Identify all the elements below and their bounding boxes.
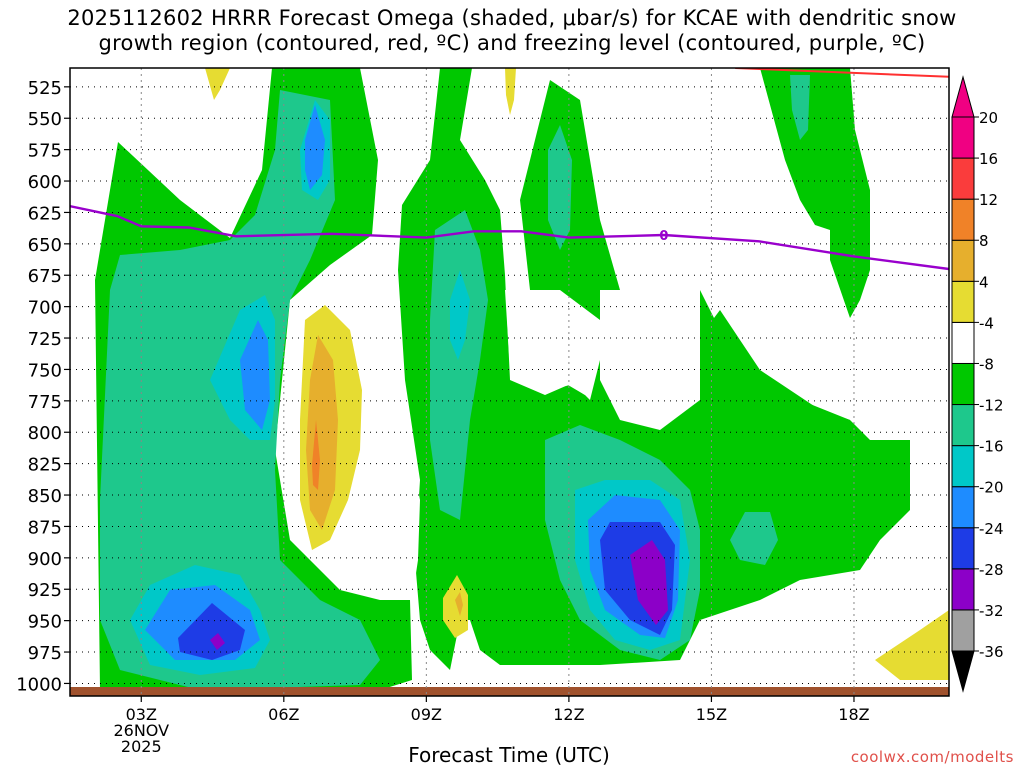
x-axis-title: Forecast Time (UTC) <box>408 743 610 767</box>
omega-region-orange <box>455 592 463 616</box>
x-tick-label: 15Z <box>696 705 727 724</box>
y-tick-label: 650 <box>28 235 62 256</box>
colorbar-swatch <box>951 404 975 447</box>
colorbar-extend-low <box>951 650 975 693</box>
colorbar-swatch <box>951 321 975 364</box>
colorbar-label: 16 <box>979 150 998 168</box>
x-tick-label: 03Z <box>126 705 157 724</box>
omega-region-teal <box>430 210 488 520</box>
colorbar-label: -8 <box>979 355 994 373</box>
colorbar-swatch <box>951 198 975 241</box>
colorbar-label: -16 <box>979 438 1004 456</box>
colorbar-label: 12 <box>979 191 998 209</box>
colorbar-swatch <box>951 609 975 652</box>
x-tick-label: 18Z <box>838 705 869 724</box>
y-axis: 525 550 575 600 625 650 675 700 725 750 775 800 825 8… <box>16 78 70 695</box>
y-tick-label: 825 <box>28 455 62 476</box>
omega-region-cyan <box>450 270 470 360</box>
omega-region-white <box>505 290 595 395</box>
x-tick-label: 06Z <box>268 705 299 724</box>
omega-region-teal <box>790 75 810 140</box>
colorbar-label: -32 <box>979 602 1004 620</box>
colorbar-extend-high <box>951 75 975 118</box>
y-tick-label: 550 <box>28 109 62 130</box>
colorbar-label: 20 <box>979 109 998 127</box>
colorbar-label: -12 <box>979 397 1004 415</box>
colorbar-swatch <box>951 527 975 570</box>
y-tick-label: 725 <box>28 329 62 350</box>
y-tick-label: 975 <box>28 643 62 664</box>
x-tick-sublabel: 2025 <box>121 737 162 756</box>
colorbar-swatch <box>951 280 975 323</box>
omega-region-teal <box>548 125 572 250</box>
y-tick-label: 600 <box>28 172 62 193</box>
y-tick-label: 900 <box>28 549 62 570</box>
colorbar: -36 -32 -28 -24 -20 -16 -12 -8 -4 4 8 12 16 20 <box>951 75 1004 693</box>
y-tick-label: 750 <box>28 360 62 381</box>
title-line-2: growth region (contoured, red, ºC) and f… <box>98 31 926 55</box>
y-tick-label: 925 <box>28 580 62 601</box>
y-tick-label: 875 <box>28 517 62 538</box>
y-tick-label: 675 <box>28 266 62 287</box>
colorbar-swatch <box>951 239 975 282</box>
freezing-level-label: 0 <box>659 229 668 244</box>
credit-text: coolwx.com/modelts <box>850 748 1014 766</box>
grid <box>70 68 949 696</box>
x-tick-sublabel: 26NOV <box>113 721 169 740</box>
y-tick-label: 775 <box>28 392 62 413</box>
omega-region-teal <box>730 512 778 565</box>
omega-region-purple <box>210 633 225 650</box>
colorbar-label: -28 <box>979 561 1004 579</box>
y-tick-label: 1000 <box>16 674 62 695</box>
omega-region-yellow <box>505 68 516 115</box>
colorbar-label: -20 <box>979 479 1004 497</box>
colorbar-label: -24 <box>979 520 1004 538</box>
omega-region-yellow <box>205 68 230 100</box>
x-tick-label: 12Z <box>553 705 584 724</box>
y-tick-label: 575 <box>28 141 62 162</box>
y-tick-label: 850 <box>28 486 62 507</box>
plot-frame <box>69 67 950 697</box>
surface-band <box>70 687 949 696</box>
colorbar-swatch <box>951 157 975 200</box>
y-tick-label: 525 <box>28 78 62 99</box>
omega-region-purple <box>630 540 668 625</box>
colorbar-swatch <box>951 486 975 529</box>
omega-region-darkorange <box>312 420 320 490</box>
omega-region-white <box>600 290 700 430</box>
colorbar-swatch <box>951 445 975 488</box>
colorbar-label: -4 <box>979 314 994 332</box>
dendritic-growth-contour <box>735 68 949 78</box>
omega-region-blue <box>178 603 245 660</box>
freezing-level-contour <box>70 205 949 271</box>
omega-region-yellow <box>875 610 949 680</box>
title-line-1: 2025112602 HRRR Forecast Omega (shaded, … <box>67 6 957 30</box>
y-tick-label: 800 <box>28 423 62 444</box>
colorbar-label: 8 <box>979 232 989 250</box>
x-tick-label: 09Z <box>411 705 442 724</box>
colorbar-swatch <box>951 568 975 611</box>
omega-shading <box>70 68 949 696</box>
colorbar-swatch <box>951 362 975 406</box>
y-tick-label: 700 <box>28 298 62 319</box>
y-tick-label: 625 <box>28 203 62 224</box>
colorbar-label: 4 <box>979 273 989 291</box>
omega-region-lightblue <box>305 105 325 190</box>
colorbar-label: -36 <box>979 643 1004 661</box>
y-tick-label: 950 <box>28 612 62 633</box>
chart-title: 2025112602 HRRR Forecast Omega (shaded, … <box>0 6 1024 56</box>
omega-region-green <box>705 310 850 480</box>
colorbar-swatch <box>951 116 975 159</box>
omega-region-yellow <box>443 575 468 638</box>
omega-region-lightblue <box>240 320 270 430</box>
